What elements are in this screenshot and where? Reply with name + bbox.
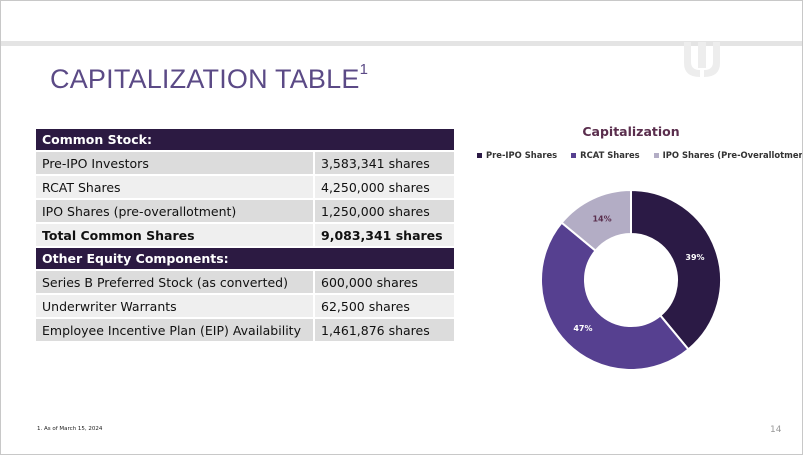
- row-label: Employee Incentive Plan (EIP) Availabili…: [36, 318, 314, 343]
- slice-label: 39%: [685, 253, 704, 262]
- table-total-row: Total Common Shares 9,083,341 shares: [36, 223, 454, 248]
- legend-swatch: [571, 152, 577, 158]
- table-row: Series B Preferred Stock (as converted) 6…: [36, 270, 454, 295]
- chart-title: Capitalization: [582, 124, 680, 139]
- legend-swatch: [653, 152, 659, 158]
- row-label: Underwriter Warrants: [36, 294, 314, 319]
- section-label: Common Stock:: [36, 129, 454, 152]
- table-row: Pre-IPO Investors 3,583,341 shares: [36, 151, 454, 176]
- page-title-text: CAPITALIZATION TABLE: [50, 64, 360, 94]
- table-section-header: Common Stock:: [36, 129, 454, 152]
- row-value: 600,000 shares: [313, 270, 454, 295]
- legend-item: IPO Shares (Pre-Overallotment): [653, 150, 803, 160]
- table-row: Underwriter Warrants 62,500 shares: [36, 294, 454, 319]
- section-label: Other Equity Components:: [36, 247, 454, 271]
- capitalization-donut-chart: 39% 47% 14%: [540, 188, 722, 371]
- legend-item: RCAT Shares: [571, 150, 640, 160]
- row-value: 1,250,000 shares: [313, 199, 454, 224]
- header-bar: [1, 41, 802, 46]
- row-value: 62,500 shares: [313, 294, 454, 319]
- legend-label: RCAT Shares: [580, 150, 640, 160]
- row-label: Total Common Shares: [36, 223, 314, 248]
- table-row: Employee Incentive Plan (EIP) Availabili…: [36, 318, 454, 343]
- row-label: IPO Shares (pre-overallotment): [36, 199, 314, 224]
- legend-swatch: [477, 152, 482, 158]
- legend-label: Pre-IPO Shares: [486, 150, 558, 160]
- table-row: IPO Shares (pre-overallotment) 1,250,000 …: [36, 199, 454, 224]
- title-footnote-marker: 1: [359, 61, 369, 78]
- table-section-header: Other Equity Components:: [36, 247, 454, 271]
- row-value: 4,250,000 shares: [313, 175, 454, 200]
- donut-slice: [560, 188, 632, 253]
- donut-slice: [540, 221, 690, 371]
- row-label: RCAT Shares: [36, 175, 314, 200]
- chart-legend: Pre-IPO Shares RCAT Shares IPO Shares (Pre…: [477, 150, 803, 160]
- slice-label: 14%: [592, 214, 611, 223]
- page-title: CAPITALIZATION TABLE1: [50, 61, 369, 95]
- row-value: 9,083,341 shares: [313, 223, 454, 248]
- slice-label: 47%: [573, 324, 592, 333]
- footnote: 1. As of March 15, 2024: [37, 426, 103, 432]
- donut-slice: [630, 188, 722, 351]
- row-value: 1,461,876 shares: [313, 318, 454, 343]
- page-number: 14: [770, 425, 782, 435]
- legend-item: Pre-IPO Shares: [477, 150, 557, 160]
- table-row: RCAT Shares 4,250,000 shares: [36, 175, 454, 200]
- company-logo-icon: [684, 42, 720, 77]
- legend-label: IPO Shares (Pre-Overallotment): [662, 150, 803, 160]
- row-value: 3,583,341 shares: [313, 151, 454, 176]
- row-label: Series B Preferred Stock (as converted): [36, 270, 314, 295]
- capitalization-table: Common Stock: Pre-IPO Investors 3,583,341 …: [36, 129, 454, 343]
- row-label: Pre-IPO Investors: [36, 151, 314, 176]
